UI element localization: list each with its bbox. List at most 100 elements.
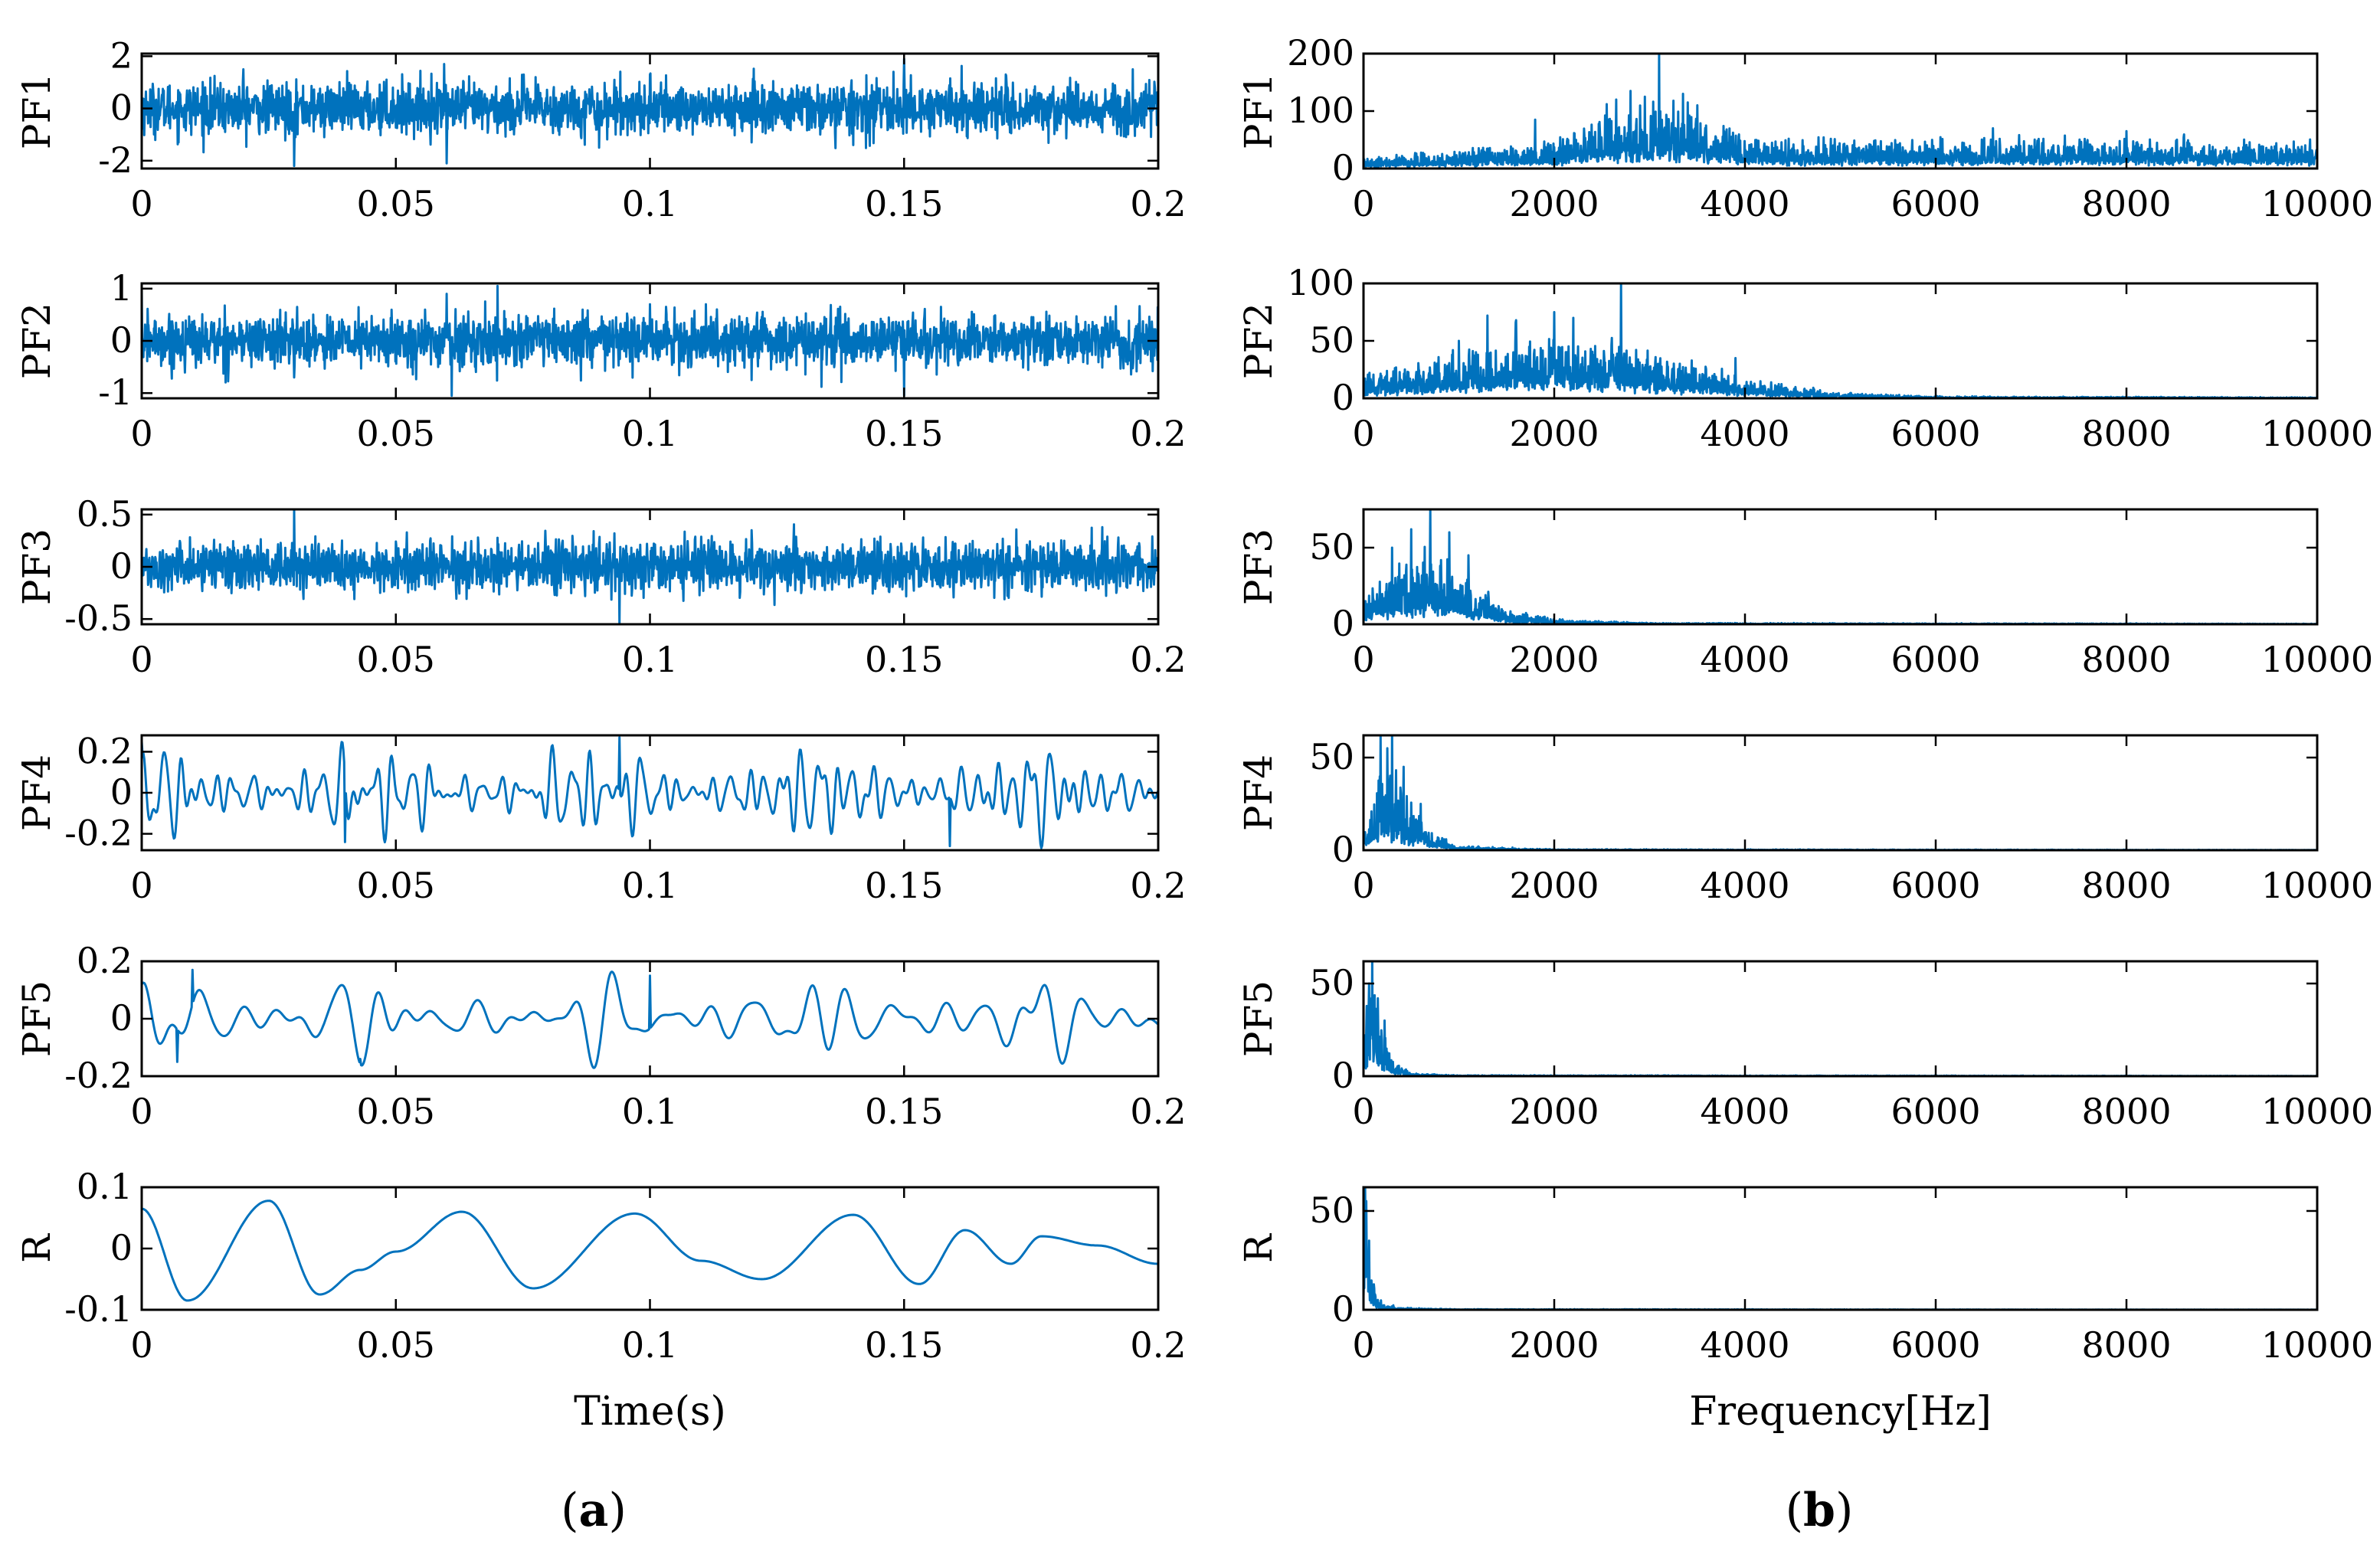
ylabel-b-pf5: PF5 (1236, 980, 1281, 1057)
series-line-b-pf1 (1362, 52, 2319, 169)
xtick-label-b-pf3: 8000 (2081, 639, 2171, 680)
series-line-b-pf2 (1362, 282, 2319, 400)
xtick-label-b-pf2: 10000 (2261, 413, 2373, 454)
xtick-label-b-pf1: 10000 (2261, 183, 2373, 224)
xtick-label-a-pf4: 0 (130, 865, 152, 906)
xtick-label-b-pf4: 4000 (1700, 865, 1789, 906)
xtick-label-a-pf2: 0.15 (865, 413, 943, 454)
ytick-label-a-r: 0.1 (77, 1166, 133, 1207)
series-line-b-r (1362, 1186, 2318, 1311)
xtick-label-a-pf2: 0 (130, 413, 152, 454)
ytick-label-b-r: 0 (1332, 1288, 1354, 1330)
ytick-label-b-pf5: 0 (1332, 1055, 1354, 1096)
xtick-label-b-pf5: 0 (1352, 1091, 1374, 1132)
xtick-label-a-r: 0 (130, 1324, 152, 1366)
axes-frame-b-pf4 (1362, 734, 2319, 852)
axes-frame-b-pf5 (1362, 960, 2319, 1078)
ytick-label-b-pf3: 0 (1332, 603, 1354, 644)
xtick-label-b-pf1: 2000 (1509, 183, 1599, 224)
ytick-label-a-pf5: 0 (110, 997, 133, 1039)
ytick-label-b-pf4: 50 (1309, 736, 1354, 777)
xtick-label-b-pf5: 10000 (2261, 1091, 2373, 1132)
xtick-label-a-pf3: 0.1 (622, 639, 678, 680)
xtick-label-b-r: 2000 (1509, 1324, 1599, 1366)
ytick-label-b-pf5: 50 (1309, 962, 1354, 1003)
xtick-label-b-pf1: 8000 (2081, 183, 2171, 224)
xtick-label-b-pf5: 8000 (2081, 1091, 2171, 1132)
xtick-label-a-pf2: 0.05 (357, 413, 435, 454)
ytick-label-b-pf2: 50 (1309, 319, 1354, 361)
xtick-label-a-pf1: 0.2 (1130, 183, 1186, 224)
ytick-label-a-r: 0 (110, 1227, 133, 1268)
subplot-b-pf3: 0 2000 4000 6000 8000 10000 0 50 PF3 (1236, 508, 2373, 680)
xtick-label-b-pf5: 4000 (1700, 1091, 1789, 1132)
ytick-label-a-pf3: -0.5 (64, 597, 133, 639)
series-line-b-pf3 (1362, 508, 2318, 626)
xtick-label-b-pf3: 2000 (1509, 639, 1599, 680)
series-line-a-pf1 (140, 57, 1160, 168)
ytick-label-a-pf5: -0.2 (64, 1055, 133, 1096)
xtick-label-b-pf3: 4000 (1700, 639, 1789, 680)
xlabel-b-r: Frequency[Hz] (1689, 1389, 1992, 1435)
ylabel-b-pf1: PF1 (1236, 73, 1281, 149)
subplot-b-pf4: 0 2000 4000 6000 8000 10000 0 50 PF4 (1236, 734, 2373, 906)
ytick-label-a-pf1: -2 (98, 139, 133, 181)
ytick-label-b-r: 50 (1309, 1190, 1354, 1231)
panel-label-b-letter: b (1803, 1484, 1835, 1537)
xtick-label-a-pf3: 0 (130, 639, 152, 680)
xtick-label-a-pf5: 0.1 (622, 1091, 678, 1132)
subplot-b-r: 0 2000 4000 6000 8000 10000 0 50 R Frequency[Hz] (1236, 1186, 2373, 1435)
ytick-label-a-pf2: 0 (110, 319, 133, 361)
ytick-label-a-pf4: 0 (110, 771, 133, 813)
xtick-label-b-pf2: 2000 (1509, 413, 1599, 454)
ytick-label-a-pf1: 2 (110, 34, 133, 76)
series-line-a-pf3 (140, 508, 1160, 626)
ytick-label-a-pf4: 0.2 (77, 730, 133, 771)
ytick-label-b-pf1: 200 (1287, 32, 1354, 74)
xtick-label-b-pf1: 6000 (1891, 183, 1980, 224)
xtick-label-a-pf5: 0.15 (865, 1091, 943, 1132)
xtick-label-b-r: 0 (1352, 1324, 1374, 1366)
xtick-label-b-pf5: 2000 (1509, 1091, 1599, 1132)
xtick-label-b-pf3: 0 (1352, 639, 1374, 680)
series-line-a-pf2 (140, 284, 1160, 398)
xtick-label-b-pf4: 2000 (1509, 865, 1599, 906)
xtick-label-a-pf1: 0.15 (865, 183, 943, 224)
ylabel-a-pf1: PF1 (15, 73, 59, 149)
xtick-label-b-pf4: 6000 (1891, 865, 1980, 906)
xtick-label-a-pf4: 0.2 (1130, 865, 1186, 906)
ylabel-b-pf3: PF3 (1236, 529, 1281, 605)
xtick-label-a-r: 0.15 (865, 1324, 943, 1366)
ylabel-a-pf3: PF3 (15, 529, 59, 605)
xtick-label-a-pf1: 0.05 (357, 183, 435, 224)
xlabel-a-r: Time(s) (574, 1389, 726, 1435)
ytick-label-a-pf1: 0 (110, 87, 133, 129)
xtick-label-b-pf4: 8000 (2081, 865, 2171, 906)
xtick-label-b-r: 10000 (2261, 1324, 2373, 1366)
xtick-label-b-pf1: 4000 (1700, 183, 1789, 224)
xtick-label-a-pf1: 0 (130, 183, 152, 224)
series-line-b-pf4 (1362, 734, 2318, 852)
ylabel-a-r: R (15, 1233, 59, 1263)
xtick-label-b-pf3: 6000 (1891, 639, 1980, 680)
xtick-label-a-pf5: 0.2 (1130, 1091, 1186, 1132)
xtick-label-a-pf3: 0.05 (357, 639, 435, 680)
ytick-label-a-pf3: 0.5 (77, 493, 133, 535)
series-line-b-pf5 (1362, 960, 2318, 1078)
ytick-label-b-pf3: 50 (1309, 526, 1354, 568)
xtick-label-b-pf1: 0 (1352, 183, 1374, 224)
ytick-label-b-pf2: 100 (1287, 262, 1354, 303)
ylabel-a-pf2: PF2 (15, 303, 59, 379)
ylabel-a-pf5: PF5 (15, 980, 59, 1057)
xtick-label-b-pf4: 0 (1352, 865, 1374, 906)
ytick-label-a-pf5: 0.2 (77, 940, 133, 981)
xtick-label-b-pf2: 8000 (2081, 413, 2171, 454)
ylabel-a-pf4: PF4 (15, 754, 59, 831)
